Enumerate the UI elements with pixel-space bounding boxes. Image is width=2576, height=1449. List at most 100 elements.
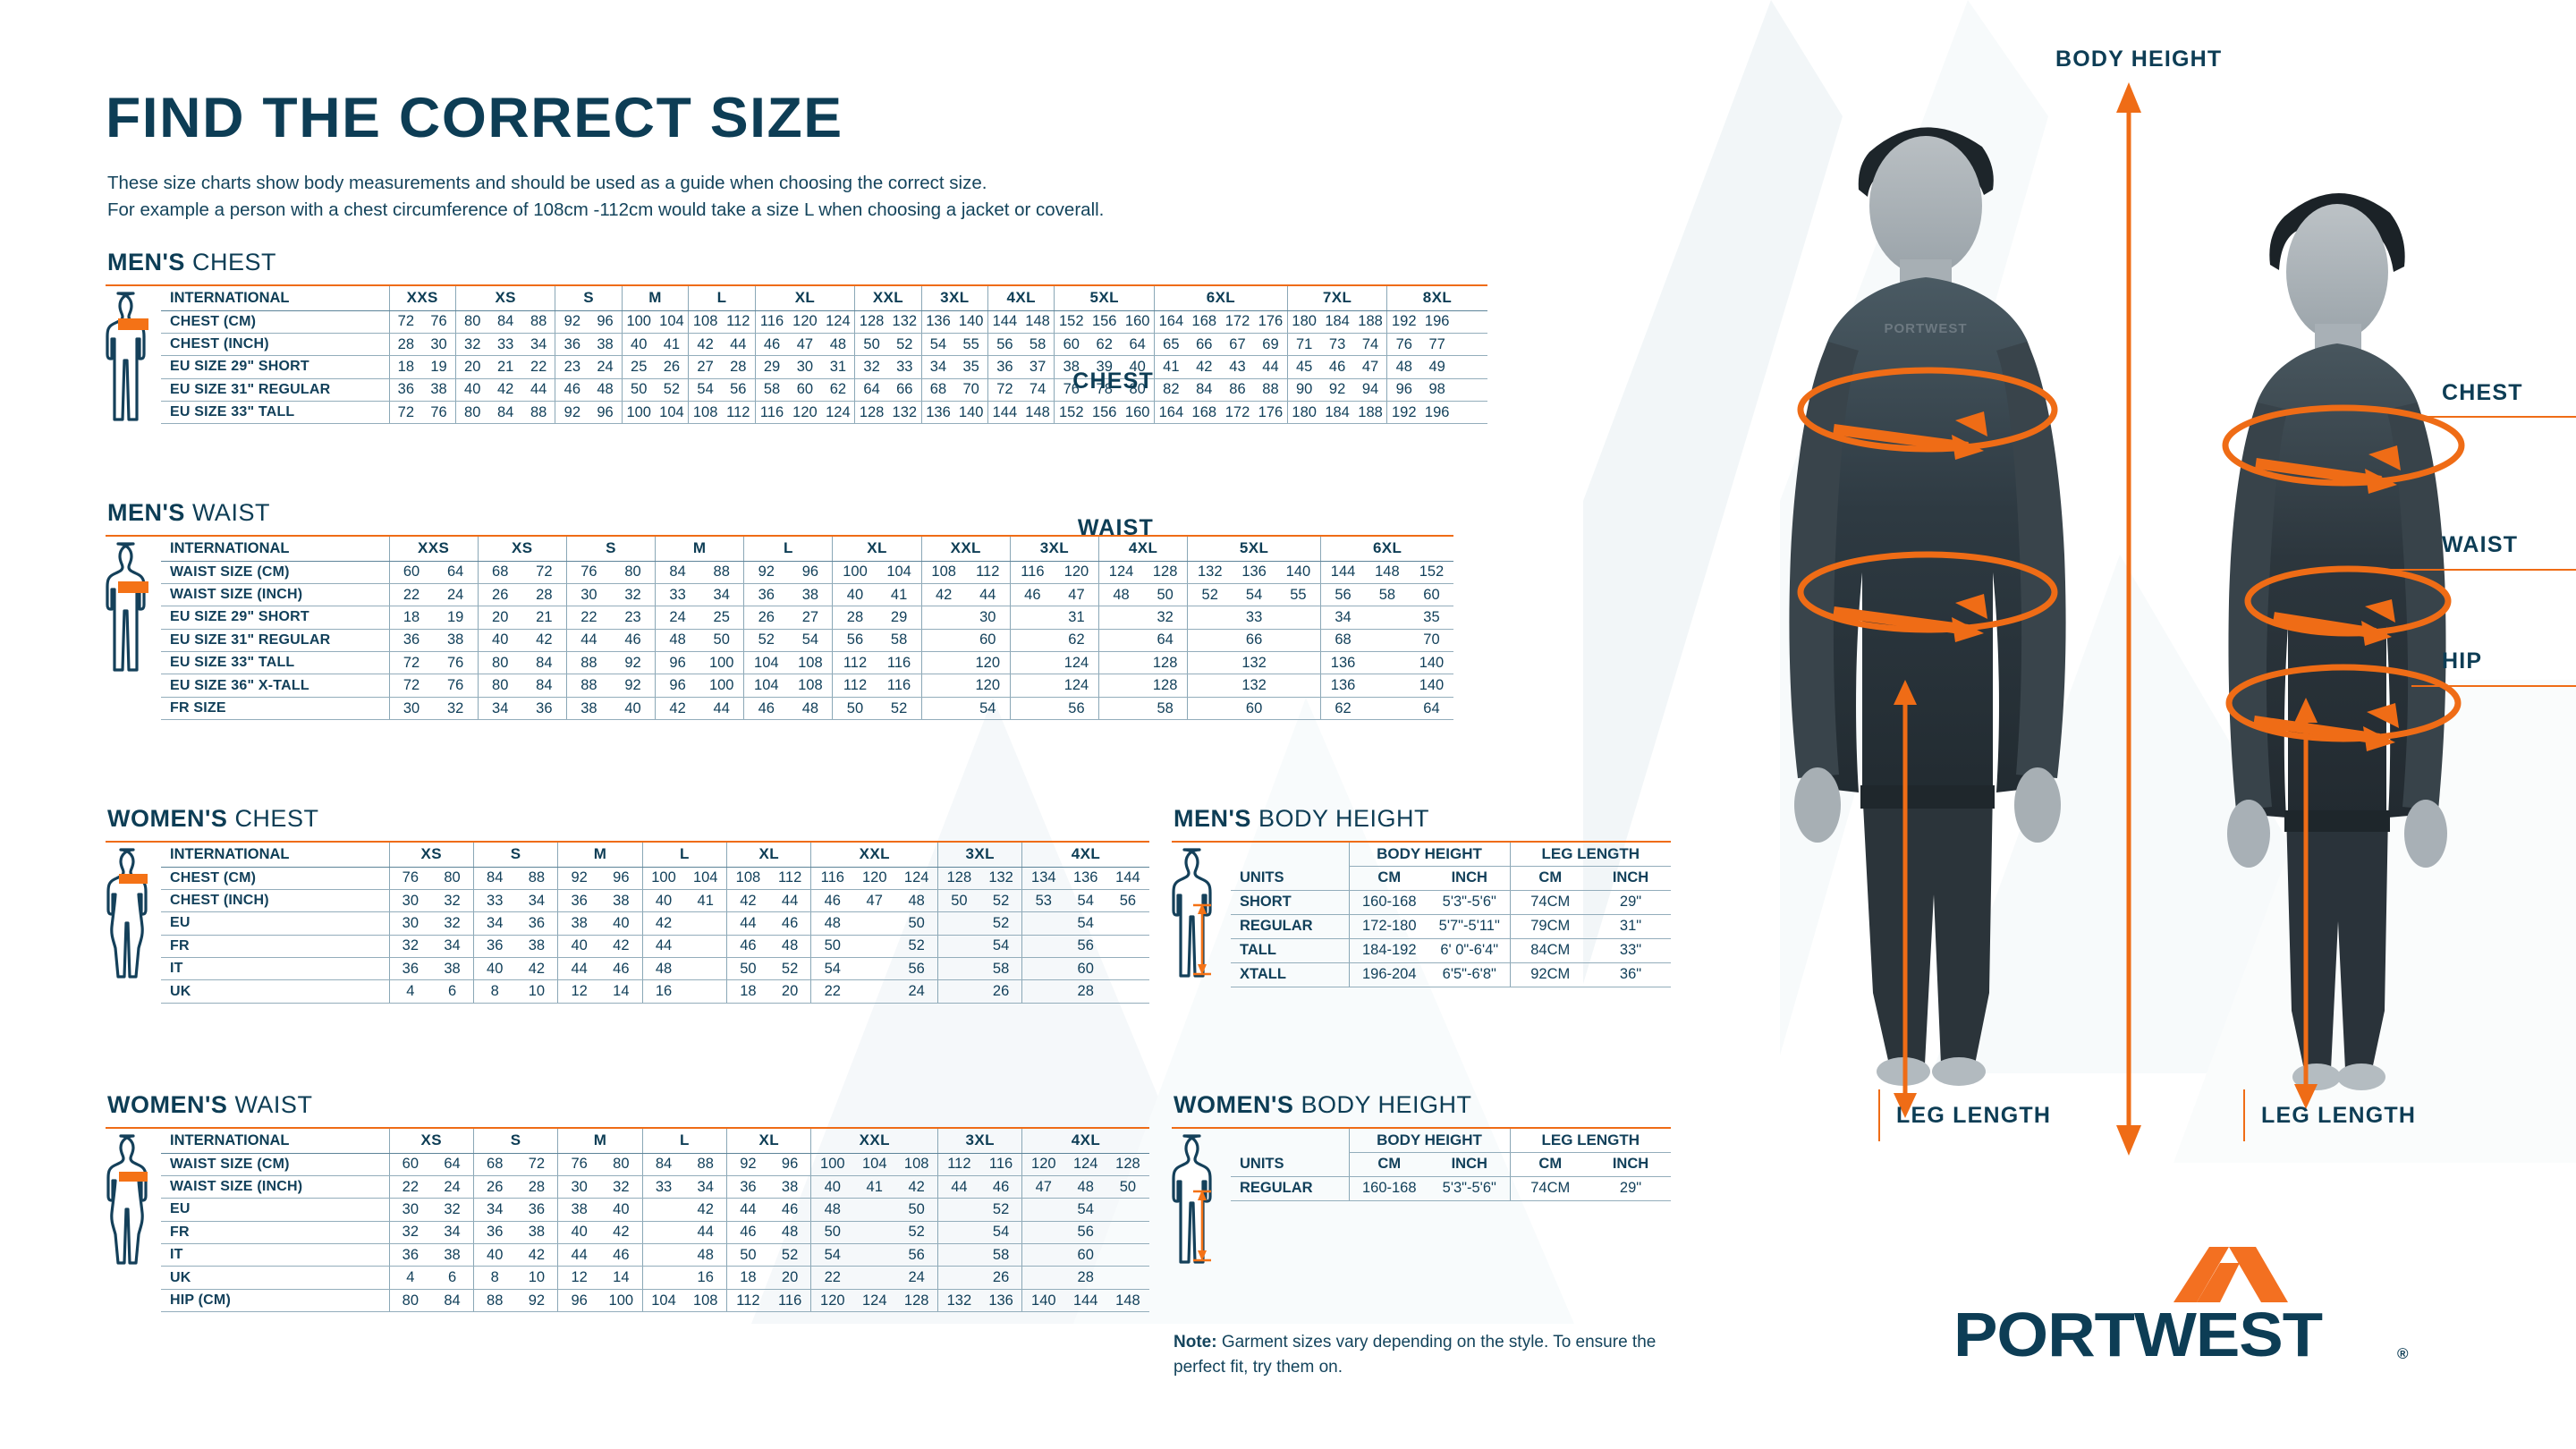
table-cell: 38 (599, 889, 643, 913)
table-cell: 26 (477, 583, 522, 607)
body-figure-icon (106, 1127, 161, 1265)
table-row: EU 30 32 34 36 38 40 42 44 46 48 50 52 54 (106, 911, 1149, 936)
table-cell: 72 (987, 378, 1021, 402)
portwest-wordmark: PORTWEST (1953, 1300, 2323, 1369)
table-cell: 96 (589, 401, 623, 425)
table-cell (1365, 606, 1410, 630)
unit-header: CM (1509, 1152, 1590, 1177)
table-cell: 30 (965, 606, 1011, 630)
table-cell: 56 (895, 1243, 938, 1267)
table-cell: 56 (1106, 889, 1149, 913)
table-cell: 82 (1154, 378, 1188, 402)
table-cell: 46 (743, 697, 789, 721)
table-cell: 12 (557, 979, 600, 1004)
table-cell (853, 1221, 896, 1245)
table-cell: 48 (768, 1221, 811, 1245)
table-cell: 34 (920, 355, 955, 379)
table-cell: 176 (1254, 401, 1288, 425)
table-cell (1098, 697, 1144, 721)
table-cell: 28 (721, 355, 756, 379)
table-row: EU SIZE 31" REGULAR 36 38 40 42 44 46 48 50 52 54 5… (106, 378, 1487, 402)
table-cell: 50 (1106, 1175, 1149, 1199)
female-leg-length-arrow-icon (2294, 698, 2318, 1109)
table-cell: 40 (599, 1198, 643, 1222)
table-cell (853, 1266, 896, 1290)
table-cell: 88 (565, 651, 611, 675)
table-cell: 30 (422, 333, 456, 357)
table-cell: 56 (1064, 935, 1107, 959)
table-cell: 36 (726, 1175, 769, 1199)
table-cell: 36 (388, 629, 434, 653)
row-label: TALL (1231, 938, 1349, 963)
table-cell: 68 (1319, 629, 1366, 653)
table-cell: 116 (979, 1153, 1022, 1176)
table-cell: 92 (555, 401, 589, 425)
table-cell (853, 957, 896, 981)
table-cell: 16 (641, 979, 685, 1004)
table-cell: 42 (655, 697, 700, 721)
table-cell (1275, 606, 1321, 630)
table-cell: 38 (788, 583, 833, 607)
table-cell: 40 (621, 333, 656, 357)
table-cell (684, 911, 727, 936)
table-cell: 76 (557, 1153, 600, 1176)
table-cell: 84 (521, 674, 567, 698)
table-cell: 128 (854, 310, 888, 334)
row-label: XTALL (1231, 962, 1349, 987)
table-cell: 60 (388, 1153, 432, 1176)
table-cell: 31 (1054, 606, 1099, 630)
table-cell: 26 (743, 606, 789, 630)
table-cell (1009, 651, 1055, 675)
table-cell: 76 (388, 867, 432, 890)
table-cell: 104 (655, 310, 689, 334)
table-cell: 42 (599, 1221, 643, 1245)
table-cell: 136 (920, 401, 955, 425)
table-cell: 148 (1365, 561, 1410, 584)
table-cell: 132 (887, 310, 922, 334)
table-cell: 50 (726, 1243, 769, 1267)
table-cell: 72 (388, 401, 423, 425)
table-cell: 120 (788, 401, 822, 425)
table-cell: 128 (937, 867, 980, 890)
womens-waist-table: INTERNATIONAL XS S M L XL XXL 3XL 4XL WAIST SIZE … (106, 1127, 1149, 1313)
female-hip-measure-icon (2225, 664, 2462, 751)
table-cell: 29" (1590, 1176, 1671, 1201)
table-cell: 22 (388, 1175, 432, 1199)
table-cell: 33 (1232, 606, 1276, 630)
table-cell: 29" (1590, 890, 1671, 915)
table-cell: 92 (515, 1289, 558, 1313)
table-row: HIP (CM) 80 84 88 92 96 100 104 108 112 116 120 124 1… (106, 1289, 1149, 1313)
table-cell: 54 (688, 378, 722, 402)
table-cell: 54 (965, 697, 1011, 721)
table-cell: 124 (821, 310, 855, 334)
mens-waist-table: INTERNATIONAL XXS XS S M L XL XXL 3XL 4XL 5XL 6XL WA… (106, 535, 1454, 721)
heading-womens-waist-strong: WOMEN'S (107, 1091, 228, 1118)
table-cell: 36 (388, 1243, 432, 1267)
row-label: CHEST (CM) (161, 310, 389, 334)
table-cell: 52 (768, 1243, 811, 1267)
table-cell: 56 (832, 629, 877, 653)
heading-mens-waist: MEN'S WAIST (107, 499, 270, 527)
unit-header: INCH (1590, 866, 1671, 891)
table-cell: 26 (655, 355, 689, 379)
table-cell: 66 (1232, 629, 1276, 653)
table-cell: 144 (987, 401, 1021, 425)
table-cell: 73 (1320, 333, 1354, 357)
table-row: CHEST (CM) 72 76 80 84 88 92 96 100 104 108 112 116 1… (106, 310, 1487, 334)
table-cell: 38 (433, 629, 479, 653)
heading-womens-waist-light: WAIST (234, 1091, 313, 1118)
table-cell (920, 629, 966, 653)
table-cell: 32 (431, 1198, 474, 1222)
table-cell: 50 (937, 889, 980, 913)
table-cell: 152 (1054, 310, 1089, 334)
table-cell: 42 (684, 1198, 727, 1222)
size-column-header: 4XL (1021, 841, 1149, 868)
table-womens-chest: INTERNATIONAL XS S M L XL XXL 3XL 4XL CHEST (CM) 7… (106, 841, 1149, 1004)
table-cell: 79CM (1509, 914, 1590, 939)
table-cell: 5'3"-5'6" (1429, 890, 1510, 915)
table-cell (1021, 911, 1065, 936)
table-cell: 100 (641, 867, 685, 890)
table-cell: 124 (1054, 674, 1099, 698)
table-cell: 64 (433, 561, 479, 584)
table-cell: 50 (699, 629, 744, 653)
